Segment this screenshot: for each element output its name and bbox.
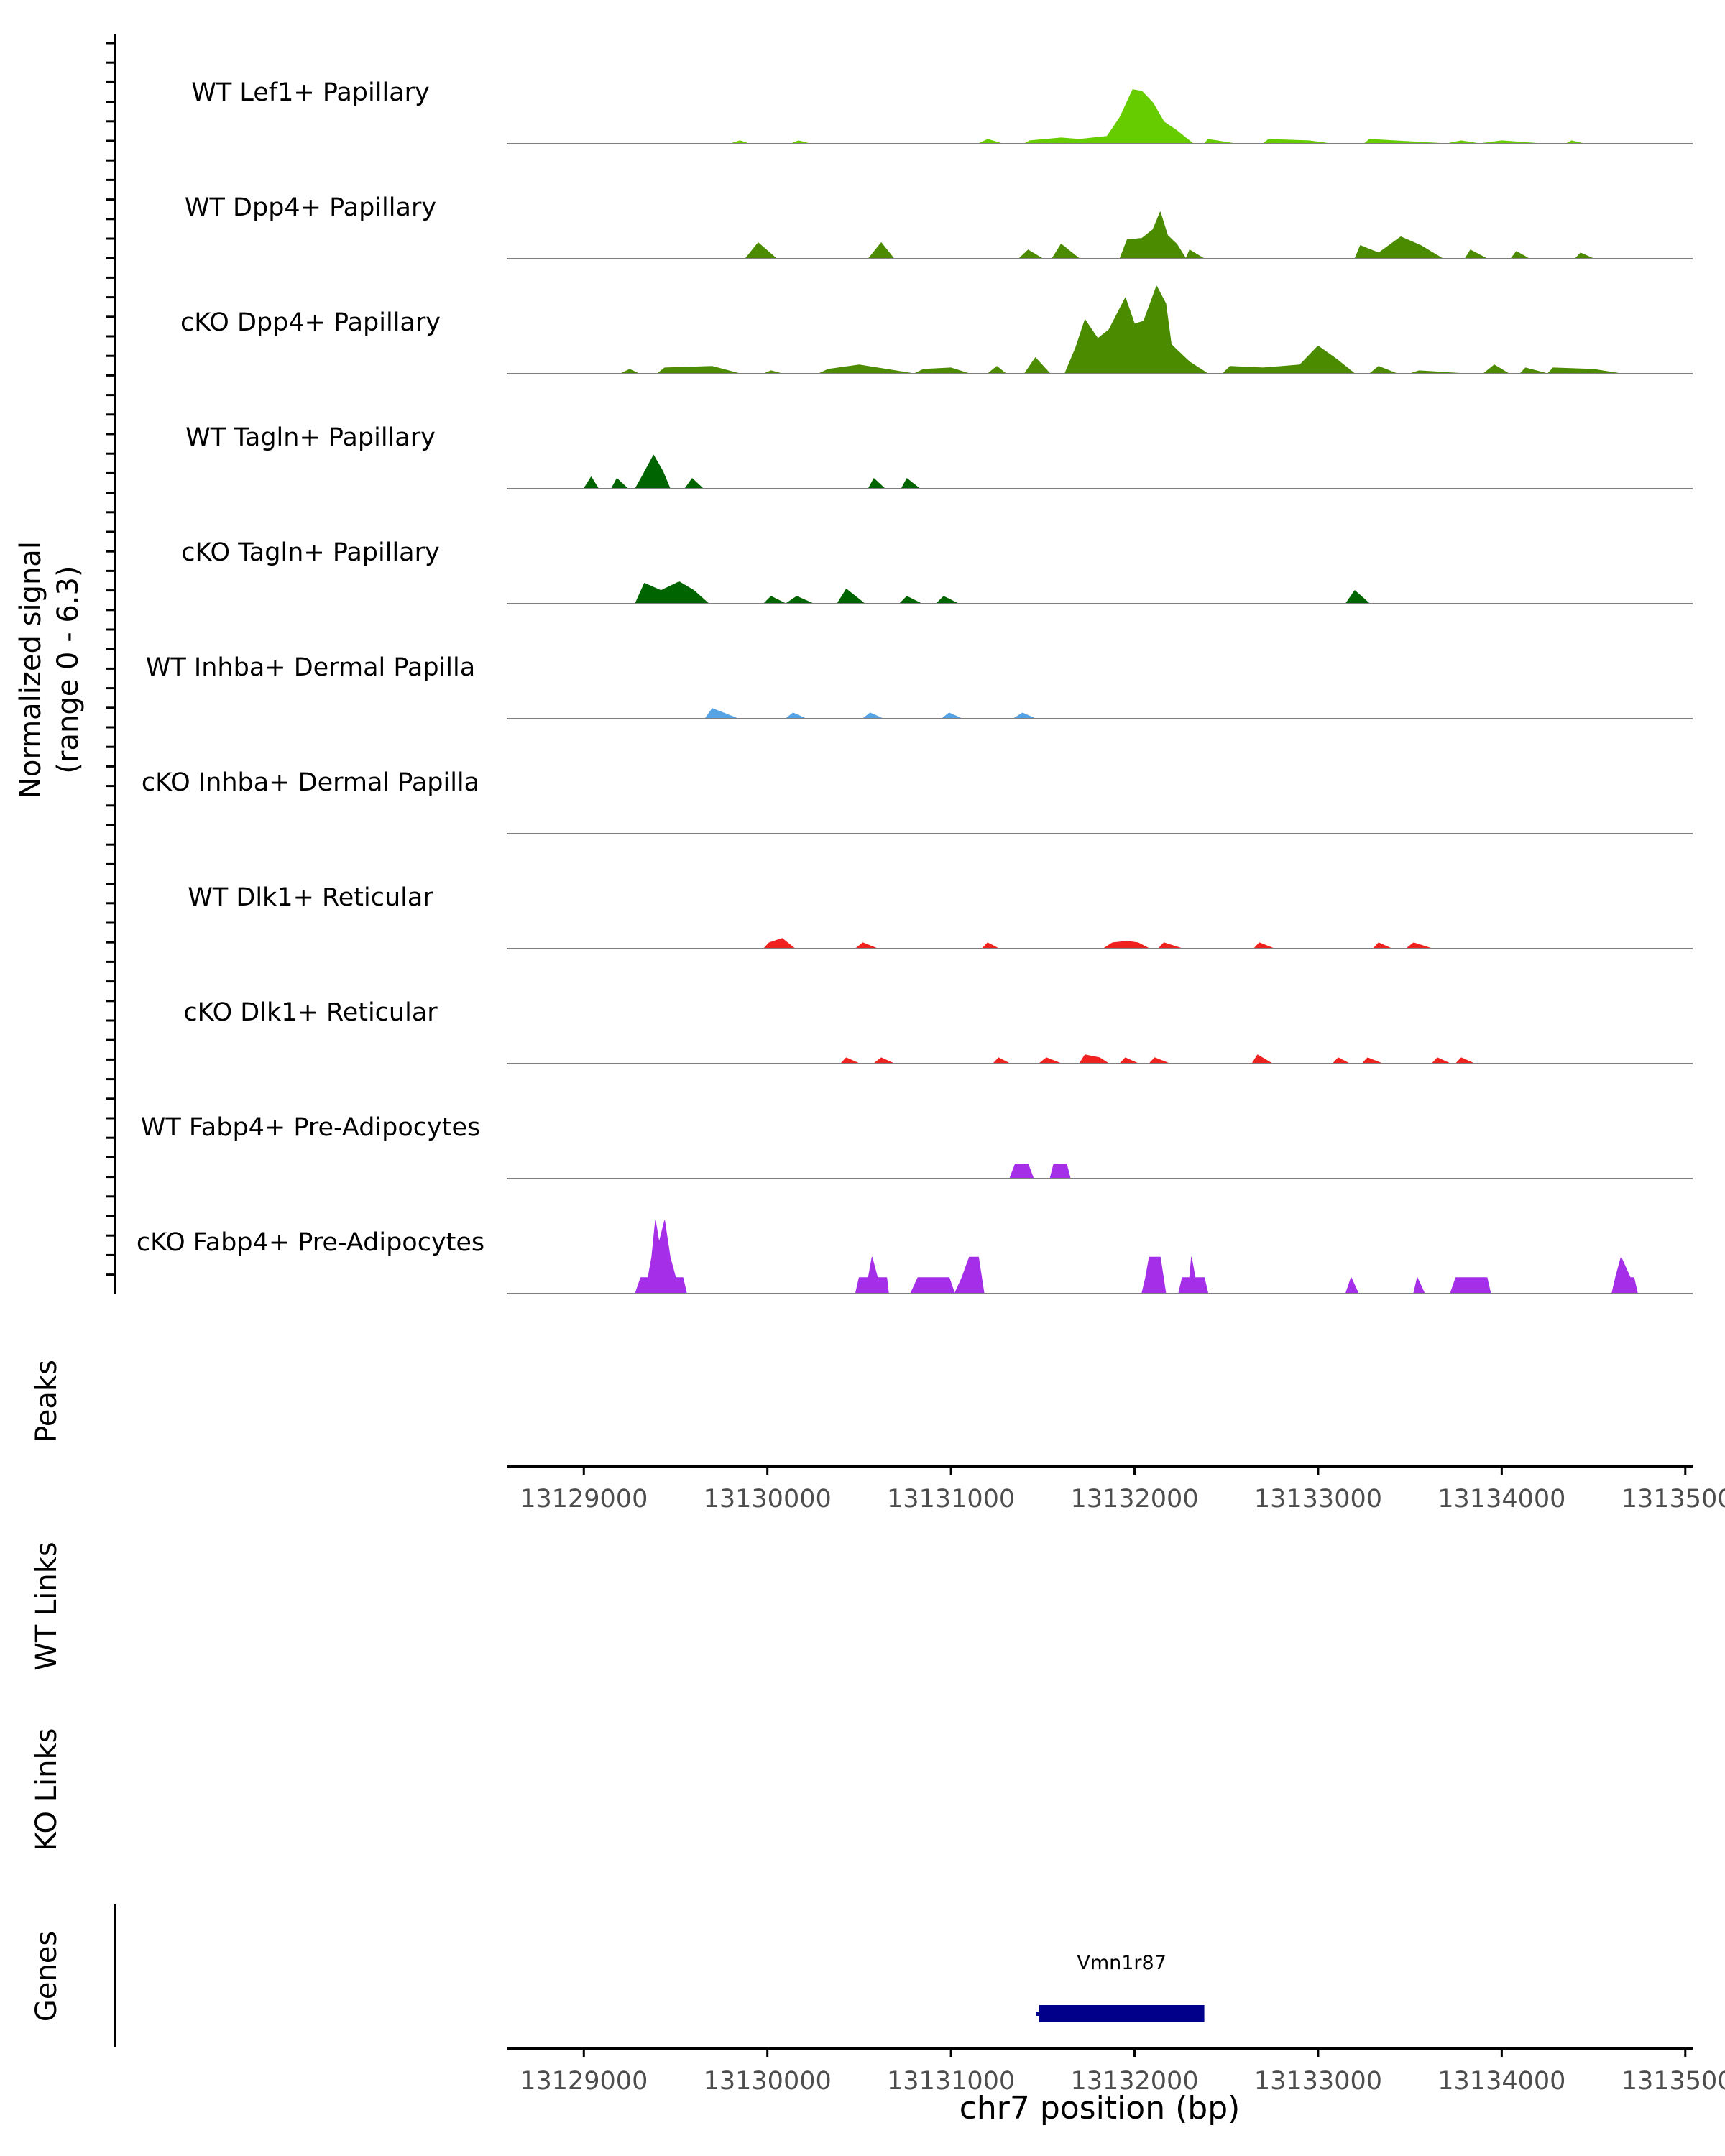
x-tick-label: 13133000 bbox=[1254, 2067, 1382, 2096]
y-axis-title-line1: Normalized signal bbox=[14, 541, 47, 798]
coverage-tracks: WT Lef1+ Papillary WT Dpp4+ Papillary cKO … bbox=[137, 78, 1693, 1294]
track-label: cKO Tagln+ Papillary bbox=[181, 538, 440, 567]
x-tick-label: 13133000 bbox=[1254, 1485, 1382, 1514]
track-cko-tagln-papillary: cKO Tagln+ Papillary bbox=[181, 538, 1693, 604]
coverage-area bbox=[745, 211, 1594, 259]
track-label: WT Tagln+ Papillary bbox=[185, 423, 436, 452]
x-tick-label: 13131000 bbox=[887, 1485, 1015, 1514]
wt-links-panel-label: WT Links bbox=[30, 1542, 63, 1670]
track-label: cKO Fabp4+ Pre-Adipocytes bbox=[137, 1228, 484, 1257]
track-label: cKO Dpp4+ Papillary bbox=[180, 308, 441, 337]
gene-body bbox=[1039, 2005, 1205, 2022]
track-cko-dpp4-papillary: cKO Dpp4+ Papillary bbox=[180, 285, 1693, 374]
track-label: WT Inhba+ Dermal Papilla bbox=[146, 653, 475, 682]
x-tick-label: 13129000 bbox=[520, 2067, 648, 2096]
coverage-area bbox=[763, 938, 1432, 949]
y-axis-title: Normalized signal (range 0 - 6.3) bbox=[14, 541, 85, 798]
track-cko-dlk1-reticular: cKO Dlk1+ Reticular bbox=[183, 998, 1693, 1064]
coverage-area bbox=[620, 285, 1622, 374]
track-label: cKO Dlk1+ Reticular bbox=[183, 998, 438, 1027]
track-label: cKO Inhba+ Dermal Papilla bbox=[142, 768, 479, 797]
track-wt-tagln-papillary: WT Tagln+ Papillary bbox=[185, 423, 1693, 489]
track-label: WT Dlk1+ Reticular bbox=[188, 883, 433, 912]
x-tick-label: 13134000 bbox=[1438, 2067, 1565, 2096]
coverage-area bbox=[1009, 1164, 1071, 1179]
x-tick-label: 13135000 bbox=[1622, 2067, 1725, 2096]
coverage-area bbox=[635, 1220, 1638, 1294]
genes-panel-label: Genes bbox=[30, 1931, 63, 2022]
x-tick-label: 13130000 bbox=[704, 2067, 832, 2096]
track-wt-fabp4-pre-adipocytes: WT Fabp4+ Pre-Adipocytes bbox=[141, 1113, 1693, 1179]
coverage-area bbox=[635, 581, 1370, 604]
x-tick-label: 13132000 bbox=[1070, 1485, 1198, 1514]
track-cko-inhba-dermal-papilla: cKO Inhba+ Dermal Papilla bbox=[142, 768, 1693, 834]
coverage-area bbox=[730, 89, 1585, 144]
coverage-area bbox=[840, 1054, 1475, 1064]
x-tick-label: 13132000 bbox=[1070, 2067, 1198, 2096]
coverage-y-ticks bbox=[106, 42, 115, 1276]
x-tick-label: 13131000 bbox=[887, 2067, 1015, 2096]
track-label: WT Fabp4+ Pre-Adipocytes bbox=[141, 1113, 480, 1142]
track-wt-dpp4-papillary: WT Dpp4+ Papillary bbox=[185, 193, 1693, 259]
x-tick-label: 13129000 bbox=[520, 1485, 648, 1514]
gene-label: Vmn1r87 bbox=[1077, 1952, 1167, 1974]
x-tick-label: 13134000 bbox=[1438, 1485, 1565, 1514]
coverage-area bbox=[583, 454, 921, 489]
coverage-area bbox=[704, 708, 1036, 719]
y-axis-title-line2: (range 0 - 6.3) bbox=[52, 566, 85, 773]
x-ticks-bottom: 13129000 13130000 13131000 13132000 13133000… bbox=[520, 2048, 1725, 2096]
track-cko-fabp4-pre-adipocytes: cKO Fabp4+ Pre-Adipocytes bbox=[137, 1220, 1693, 1294]
ko-links-panel-label: KO Links bbox=[30, 1728, 63, 1851]
peaks-panel-label: Peaks bbox=[30, 1360, 63, 1443]
x-ticks-top: 13129000 13130000 13131000 13132000 13133000… bbox=[520, 1466, 1725, 1514]
track-label: WT Dpp4+ Papillary bbox=[185, 193, 436, 222]
x-axis-title: chr7 position (bp) bbox=[960, 2090, 1241, 2127]
track-label: WT Lef1+ Papillary bbox=[191, 78, 430, 107]
x-tick-label: 13130000 bbox=[704, 1485, 832, 1514]
track-wt-dlk1-reticular: WT Dlk1+ Reticular bbox=[188, 883, 1693, 949]
track-wt-inhba-dermal-papilla: WT Inhba+ Dermal Papilla bbox=[146, 653, 1693, 719]
track-wt-lef1-papillary: WT Lef1+ Papillary bbox=[191, 78, 1693, 144]
x-tick-label: 13135000 bbox=[1622, 1485, 1725, 1514]
gene-track: Vmn1r87 bbox=[1036, 1952, 1205, 2022]
